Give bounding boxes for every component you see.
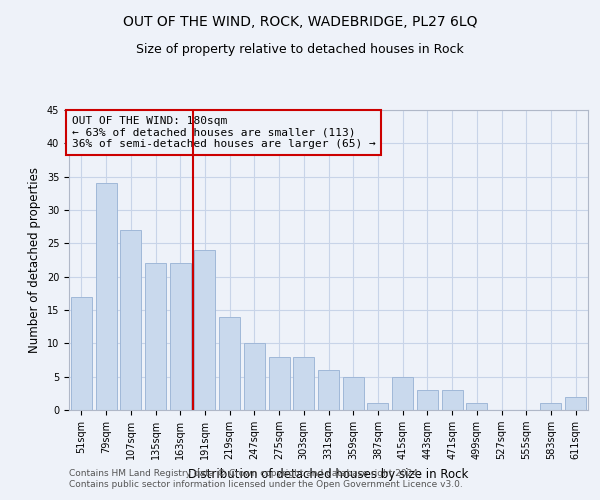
Bar [219,316,240,410]
Bar [145,264,166,410]
Bar [170,264,191,410]
Bar [417,390,438,410]
Text: Size of property relative to detached houses in Rock: Size of property relative to detached ho… [136,42,464,56]
Bar [343,376,364,410]
Text: OUT OF THE WIND: 180sqm
← 63% of detached houses are smaller (113)
36% of semi-d: OUT OF THE WIND: 180sqm ← 63% of detache… [71,116,376,149]
Bar [71,296,92,410]
Text: Contains public sector information licensed under the Open Government Licence v3: Contains public sector information licen… [69,480,463,489]
Bar [95,184,116,410]
Bar [466,404,487,410]
Bar [269,356,290,410]
Text: Contains HM Land Registry data © Crown copyright and database right 2024.: Contains HM Land Registry data © Crown c… [69,468,421,477]
Bar [120,230,141,410]
Bar [541,404,562,410]
Text: OUT OF THE WIND, ROCK, WADEBRIDGE, PL27 6LQ: OUT OF THE WIND, ROCK, WADEBRIDGE, PL27 … [123,15,477,29]
X-axis label: Distribution of detached houses by size in Rock: Distribution of detached houses by size … [188,468,469,480]
Bar [367,404,388,410]
Bar [244,344,265,410]
Bar [442,390,463,410]
Y-axis label: Number of detached properties: Number of detached properties [28,167,41,353]
Bar [565,396,586,410]
Bar [392,376,413,410]
Bar [318,370,339,410]
Bar [293,356,314,410]
Bar [194,250,215,410]
